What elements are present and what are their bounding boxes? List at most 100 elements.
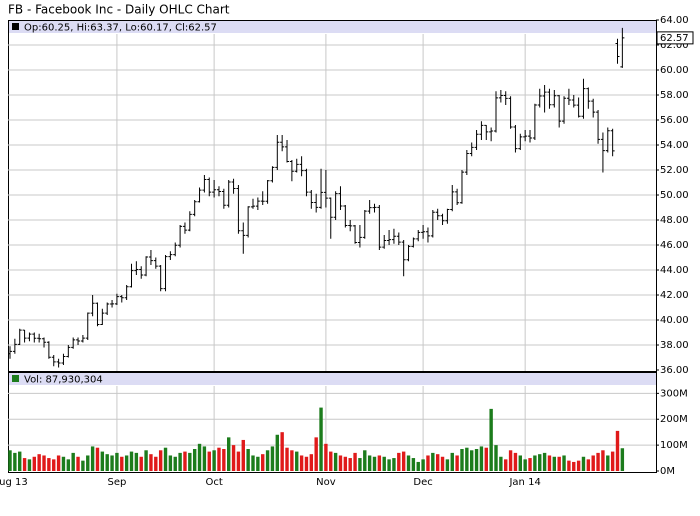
volume-bar bbox=[110, 455, 114, 471]
y-tick-label: 44.00 bbox=[660, 265, 689, 276]
volume-bar bbox=[197, 443, 202, 471]
y-tick-label: 200M bbox=[660, 414, 688, 425]
volume-bar bbox=[397, 452, 401, 471]
y-tick-label: 36.00 bbox=[660, 365, 689, 376]
volume-bar bbox=[572, 461, 576, 471]
legend-swatch bbox=[12, 23, 19, 30]
volume-bar bbox=[115, 452, 119, 471]
volume-bar bbox=[261, 454, 265, 471]
volume-bar bbox=[606, 455, 610, 471]
volume-bar bbox=[465, 447, 469, 471]
volume-bar bbox=[343, 456, 348, 471]
volume-bar bbox=[387, 459, 391, 471]
volume-bar bbox=[484, 447, 488, 471]
volume-bar bbox=[95, 447, 100, 471]
volume-bar bbox=[270, 446, 275, 471]
y-tick-label: 100M bbox=[660, 440, 688, 451]
volume-bar bbox=[275, 434, 279, 471]
volume-bar bbox=[280, 432, 284, 471]
volume-bar bbox=[406, 455, 411, 471]
volume-bar bbox=[66, 459, 71, 471]
y-tick-label: 54.00 bbox=[660, 140, 689, 151]
volume-bar bbox=[426, 455, 430, 471]
volume-bar bbox=[256, 456, 260, 471]
volume-bar bbox=[168, 455, 173, 471]
volume-bar bbox=[533, 455, 537, 471]
volume-bar bbox=[236, 451, 241, 471]
marks bbox=[8, 27, 625, 471]
volume-bar bbox=[620, 448, 625, 471]
volume-bar bbox=[542, 452, 547, 471]
volume-bar bbox=[81, 460, 85, 471]
volume-bar bbox=[47, 458, 51, 471]
volume-bar bbox=[42, 455, 46, 471]
x-tick-label: Jan 14 bbox=[508, 477, 540, 488]
volume-bar bbox=[552, 456, 557, 471]
volume-bar bbox=[163, 447, 168, 471]
y-tick-label: 38.00 bbox=[660, 340, 689, 351]
volume-bar bbox=[52, 459, 56, 471]
volume-bar bbox=[392, 458, 396, 471]
volume-bar bbox=[299, 455, 304, 471]
volume-bar bbox=[246, 449, 250, 471]
volume-bar bbox=[610, 451, 615, 471]
volume-bar bbox=[470, 450, 474, 471]
volume-bar bbox=[100, 451, 105, 471]
volume-bar bbox=[173, 456, 177, 471]
volume-bar bbox=[538, 454, 542, 471]
volume-bar bbox=[86, 455, 90, 471]
volume-bar bbox=[562, 455, 566, 471]
volume-bar bbox=[129, 451, 134, 471]
volume-bar bbox=[460, 449, 464, 471]
volume-bar bbox=[207, 451, 211, 471]
volume-bar bbox=[401, 451, 406, 471]
volume-bar bbox=[217, 447, 221, 471]
last-price-label: 62.57 bbox=[660, 33, 689, 44]
volume-bar bbox=[333, 452, 338, 471]
volume-bar bbox=[547, 455, 552, 471]
volume-bar bbox=[120, 456, 124, 471]
x-tick-label: Sep bbox=[107, 477, 126, 488]
volume-bar bbox=[18, 451, 22, 471]
volume-bar bbox=[479, 446, 484, 471]
volume-bar bbox=[241, 439, 245, 471]
volume-bar bbox=[601, 450, 605, 471]
volume-bar bbox=[615, 430, 620, 471]
volume-bar bbox=[222, 449, 226, 471]
volume-bar bbox=[265, 450, 270, 471]
volume-bar bbox=[567, 460, 571, 471]
volume-bar bbox=[523, 459, 527, 471]
volume-bar bbox=[309, 454, 314, 471]
volume-bar bbox=[71, 452, 75, 471]
y-tick-label: 56.00 bbox=[660, 115, 689, 126]
volume-bar bbox=[586, 459, 591, 471]
volume-bar bbox=[158, 450, 163, 471]
volume-bar bbox=[367, 455, 372, 471]
volume-bar bbox=[13, 452, 17, 471]
x-tick-label: Dec bbox=[413, 477, 432, 488]
volume-bar bbox=[348, 458, 352, 471]
volume-bar bbox=[124, 455, 129, 471]
volume-bar bbox=[508, 450, 513, 471]
volume-bar bbox=[178, 452, 182, 471]
volume-bar bbox=[372, 456, 377, 471]
volume-bar bbox=[557, 456, 561, 471]
volume-bar bbox=[411, 458, 416, 471]
volume-bar bbox=[212, 450, 216, 471]
volume-bar bbox=[435, 454, 440, 471]
volume-bar bbox=[440, 456, 445, 471]
y-tick-label: 0M bbox=[660, 466, 675, 477]
volume-bar bbox=[416, 461, 420, 471]
volume-bar bbox=[596, 452, 600, 471]
volume-bar bbox=[455, 455, 459, 471]
volume-bar bbox=[32, 456, 36, 471]
volume-bar bbox=[149, 454, 153, 471]
volume-bar bbox=[353, 452, 357, 471]
volume-bar bbox=[304, 456, 309, 471]
volume-bar bbox=[290, 450, 294, 471]
volume-bar bbox=[139, 456, 143, 471]
volume-bar bbox=[363, 450, 367, 471]
chart-title: FB - Facebook Inc - Daily OHLC Chart bbox=[8, 3, 230, 17]
volume-bar bbox=[231, 445, 236, 471]
volume-bar bbox=[90, 446, 95, 471]
